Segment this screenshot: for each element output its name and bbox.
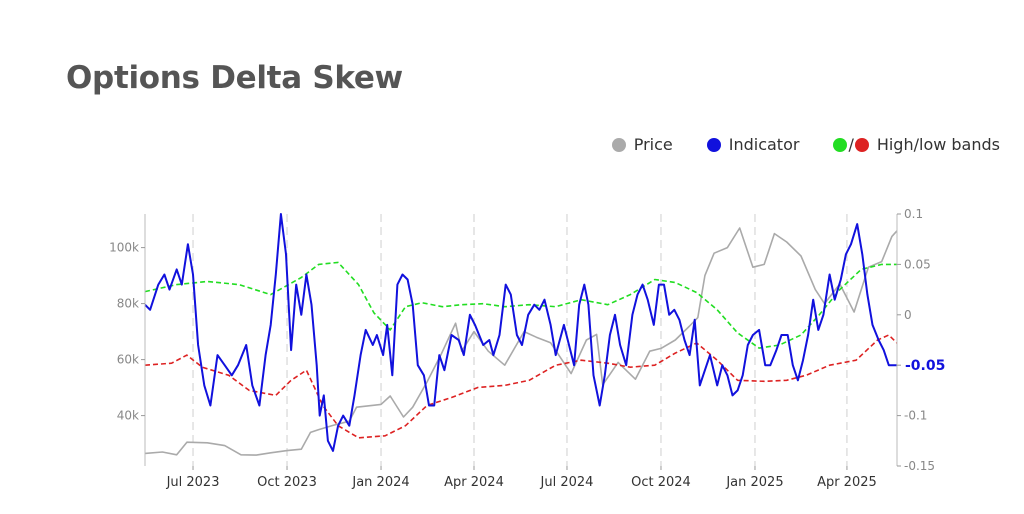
high-band-line bbox=[144, 261, 897, 349]
legend-item-indicator[interactable]: Indicator bbox=[706, 135, 800, 154]
left-tick-label: 40k bbox=[117, 409, 139, 423]
chart-series bbox=[144, 213, 898, 456]
right-tick-label: -0.1 bbox=[904, 409, 927, 423]
legend-separator: / bbox=[848, 135, 854, 154]
x-tick-label: Oct 2024 bbox=[631, 475, 691, 490]
high-band-dot-icon bbox=[833, 137, 848, 152]
right-tick-label: 0.1 bbox=[904, 207, 923, 221]
chart-legend: Price Indicator / High/low bands bbox=[578, 135, 1000, 154]
right-tick-label: 0 bbox=[904, 308, 912, 322]
x-tick-label: Jan 2024 bbox=[351, 475, 409, 490]
x-tick-label: Apr 2025 bbox=[817, 475, 877, 490]
x-tick-label: Jan 2025 bbox=[725, 475, 783, 490]
chart-title: Options Delta Skew bbox=[66, 60, 403, 96]
left-tick-label: 100k bbox=[109, 241, 139, 255]
low-band-line bbox=[144, 334, 898, 439]
x-tick-label: Oct 2023 bbox=[257, 475, 317, 490]
legend-label-price: Price bbox=[633, 135, 673, 154]
price-line bbox=[144, 227, 898, 456]
x-tick-label: Jul 2023 bbox=[166, 475, 220, 490]
indicator-line bbox=[144, 213, 897, 452]
vertical-grid bbox=[192, 214, 848, 466]
right-tick-label: 0.05 bbox=[904, 257, 931, 271]
legend-item-bands[interactable]: / High/low bands bbox=[833, 135, 1000, 154]
left-tick-label: 80k bbox=[117, 297, 139, 311]
right-tick-label: -0.15 bbox=[904, 459, 935, 473]
x-tick-label: Jul 2024 bbox=[540, 475, 594, 490]
legend-item-price[interactable]: Price bbox=[611, 135, 673, 154]
indicator-dot-icon bbox=[706, 137, 721, 152]
legend-label-indicator: Indicator bbox=[728, 135, 800, 154]
last-value-bg bbox=[901, 356, 951, 375]
low-band-dot-icon bbox=[854, 137, 869, 152]
legend-label-bands: High/low bands bbox=[876, 135, 1000, 154]
last-value-label: -0.05 bbox=[905, 358, 945, 374]
x-tick-label: Apr 2024 bbox=[444, 475, 504, 490]
left-tick-label: 60k bbox=[117, 353, 139, 367]
chart-axes: Jul 2023 Oct 2023 Jan 2024 Apr 2024 Jul 2024… bbox=[109, 207, 951, 490]
price-dot-icon bbox=[611, 137, 626, 152]
